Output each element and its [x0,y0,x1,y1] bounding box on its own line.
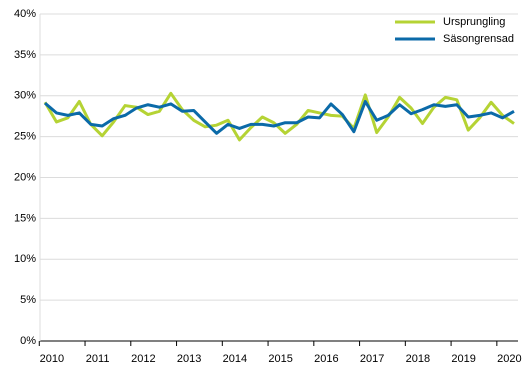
x-tick-label: 2018 [406,353,430,365]
y-tick-label: 5% [20,294,36,306]
y-tick-label: 10% [14,253,36,265]
x-tick-label: 2012 [131,353,155,365]
series-line [44,99,515,135]
x-tick-label: 2017 [360,353,384,365]
y-tick-label: 20% [14,171,36,183]
x-tick-label: 2014 [223,353,247,365]
x-tick-label: 2013 [177,353,201,365]
legend-label: Säsongrensad [443,33,514,45]
x-tick-label: 2011 [86,353,110,365]
y-tick-label: 40% [14,8,36,20]
x-tick-label: 2019 [451,353,475,365]
y-tick-label: 0% [20,335,36,347]
y-tick-label: 25% [14,131,36,143]
x-tick-label: 2016 [314,353,338,365]
x-tick-label: 2020 [497,353,521,365]
x-tick-label: 2010 [40,353,64,365]
legend-label: Ursprungling [443,16,505,28]
y-tick-label: 35% [14,49,36,61]
y-tick-label: 30% [14,90,36,102]
y-tick-label: 15% [14,212,36,224]
x-tick-label: 2015 [268,353,292,365]
